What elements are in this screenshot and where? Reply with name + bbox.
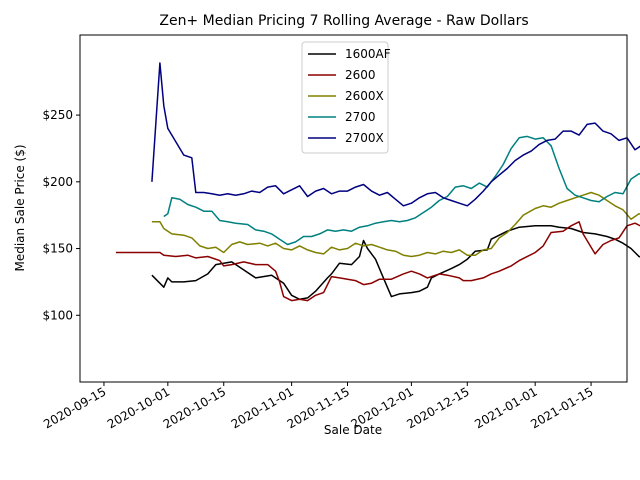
y-tick-label: $250 [42,108,73,122]
series-line-2700 [163,135,640,246]
x-tick-label: 2020-10-15 [161,384,228,431]
legend: 1600AF 2600 2600X 2700 2700X [301,41,391,154]
x-tick-label: 2021-01-15 [528,384,595,431]
y-tick-label: $100 [42,308,73,322]
series-line-1600af [151,225,640,301]
plot-lines [115,62,640,302]
x-tick-label: 2021-01-01 [472,384,539,431]
x-tick-label: 2020-12-15 [404,384,471,431]
y-tick-label: $150 [42,242,73,256]
legend-label-2700: 2700 [345,110,376,124]
chart-title: Zen+ Median Pricing 7 Rolling Average - … [159,13,528,29]
y-axis: $100 $150 $200 $250 [42,108,80,322]
legend-label-2700x: 2700X [345,131,384,145]
y-axis-title: Median Sale Price ($) [13,144,27,271]
y-tick-label: $200 [42,175,73,189]
legend-label-1600af: 1600AF [345,47,391,61]
series-line-2700x [151,62,640,207]
x-tick-label: 2020-09-15 [41,384,108,431]
legend-box [301,41,389,154]
x-axis-title: Sale Date [324,423,382,437]
x-tick-label: 2020-11-01 [229,384,296,431]
series-line-2600x [151,191,640,258]
series-line-2600 [115,221,640,302]
x-tick-label: 2020-10-01 [105,384,172,431]
legend-label-2600x: 2600X [345,89,384,103]
plot-frame [79,34,628,383]
legend-label-2600: 2600 [345,68,376,82]
